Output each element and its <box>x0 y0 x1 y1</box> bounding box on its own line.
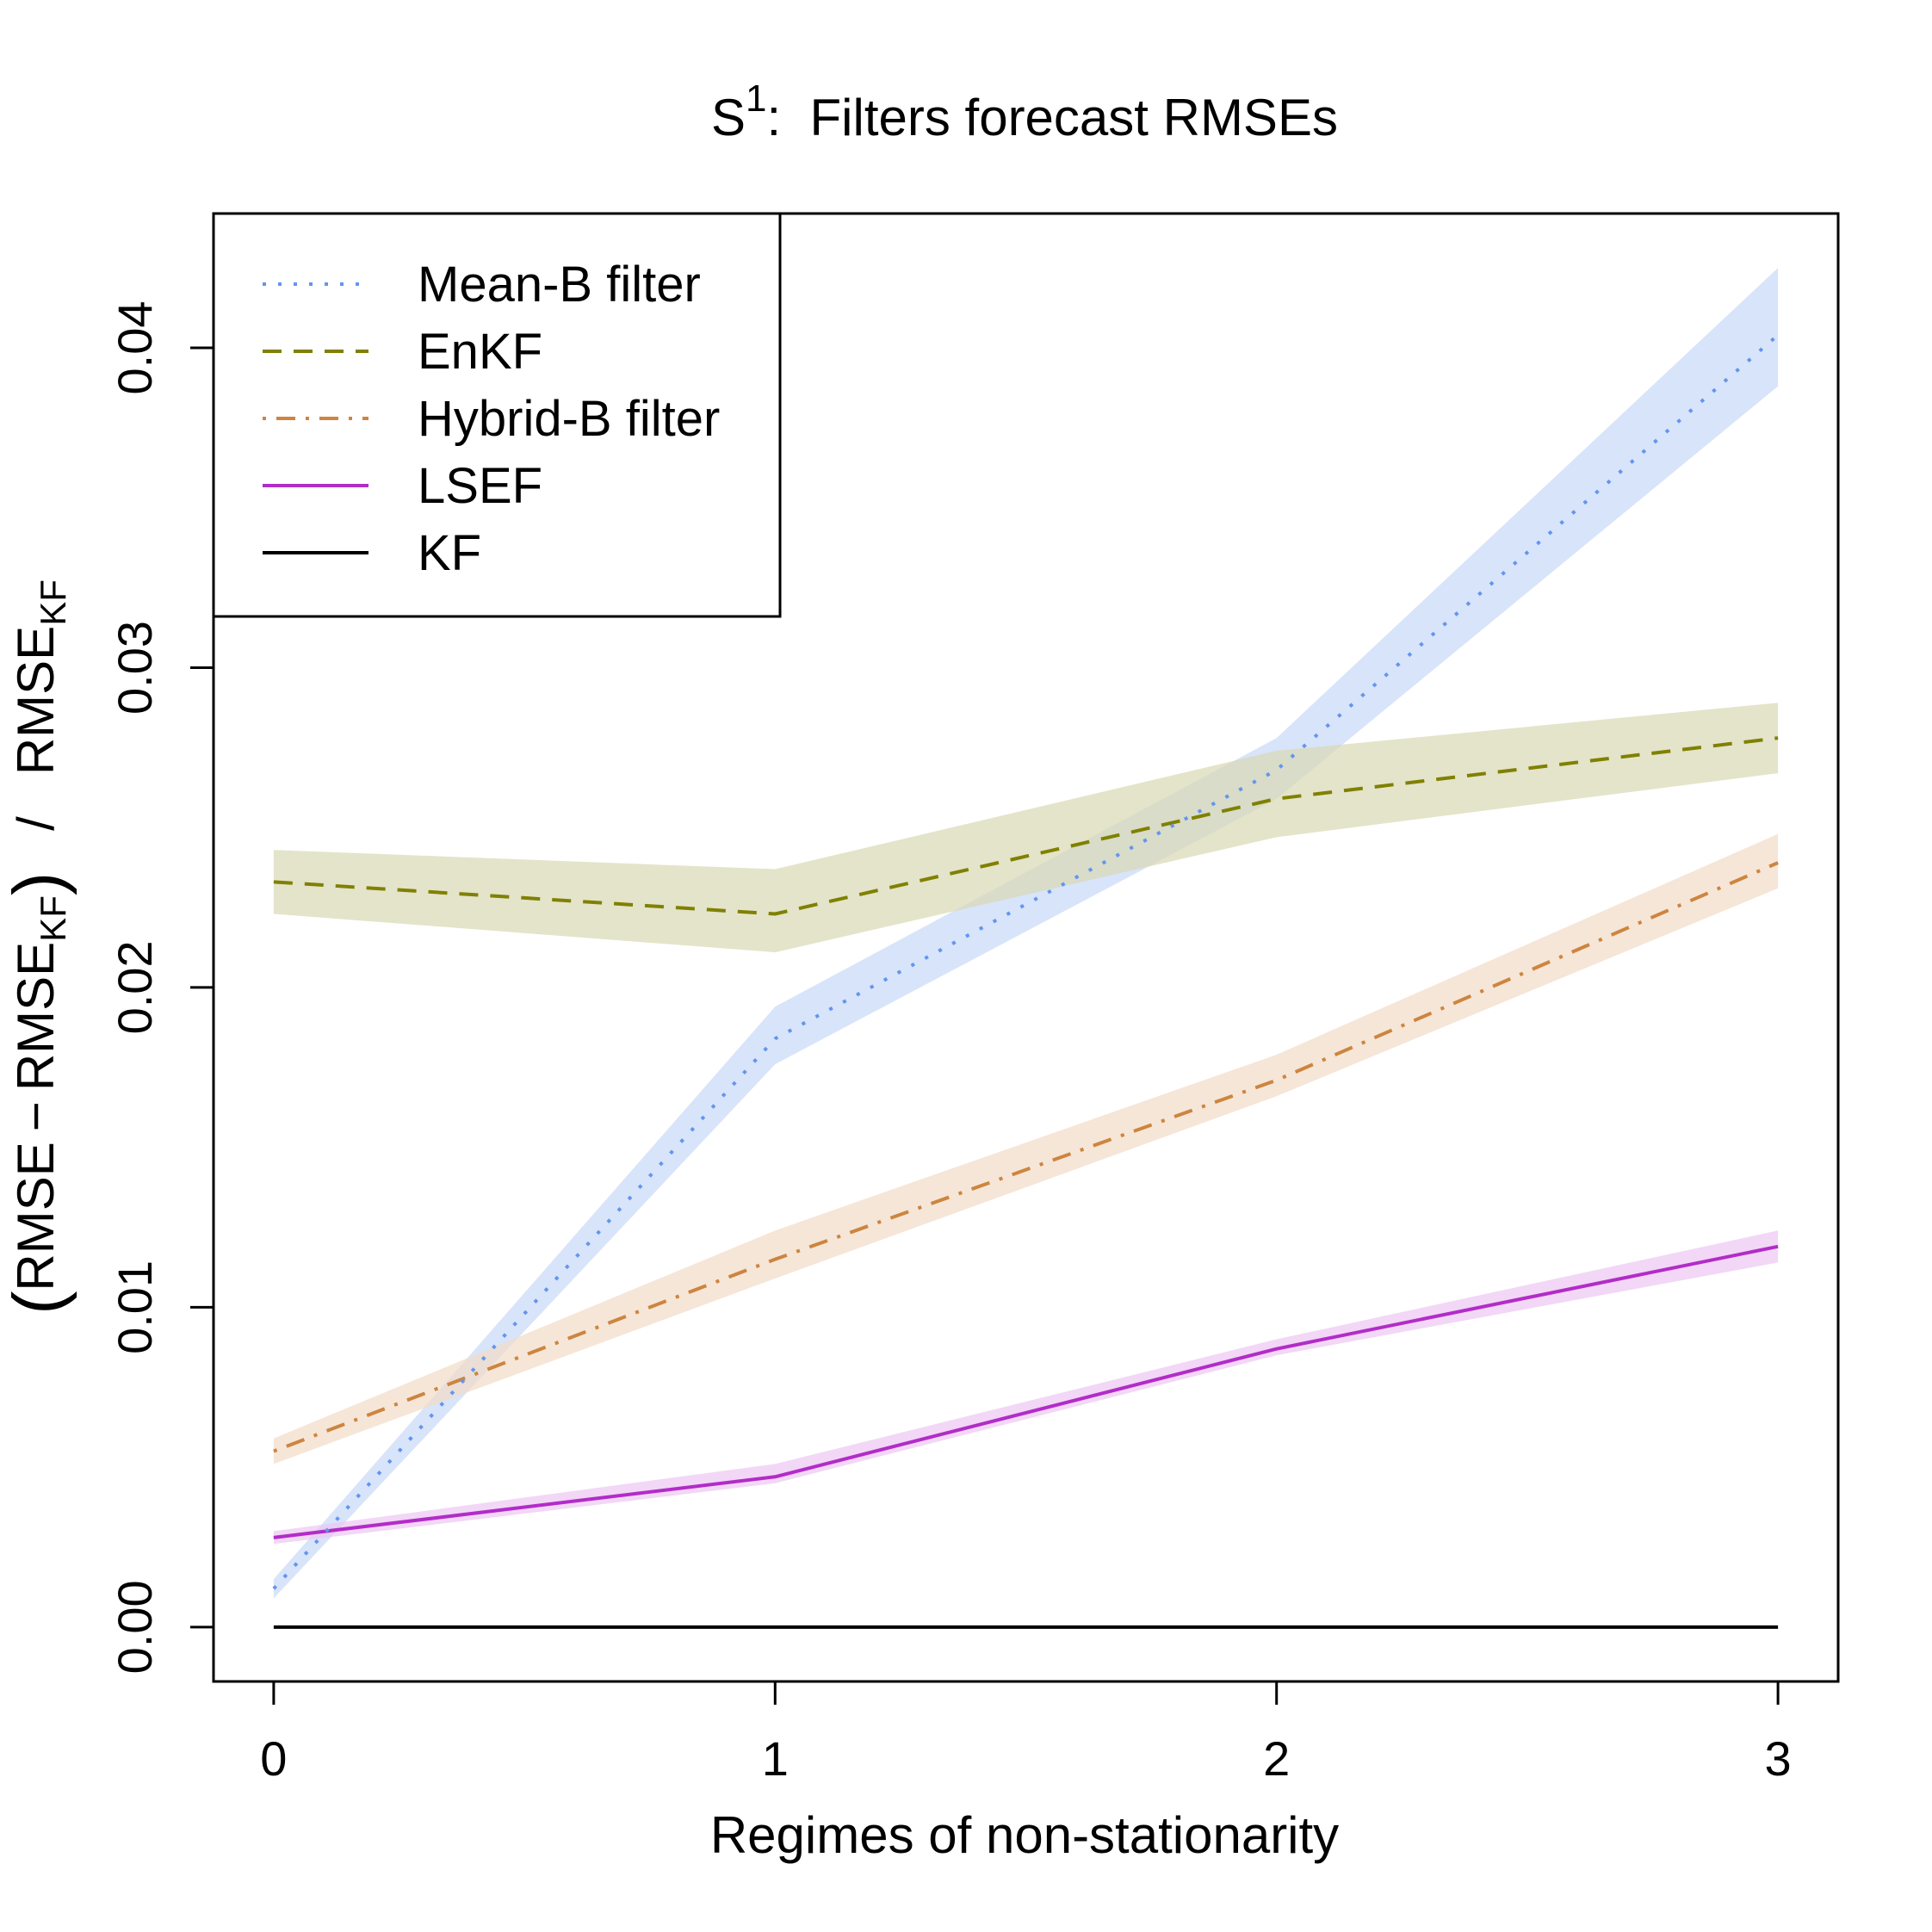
y-tick-label: 0.03 <box>108 621 162 715</box>
legend-item-enkf: EnKF <box>263 324 542 380</box>
legend-item-hybrid-b-filter: Hybrid-B filter <box>263 391 720 447</box>
legend-item-mean-b-filter: Mean-B filter <box>263 257 701 313</box>
title-suffix: : Filters forecast RMSEs <box>767 89 1338 146</box>
svg-text:(RMSE − RMSEKF)/RMSEKF: (RMSE − RMSEKF)/RMSEKF <box>0 579 77 1315</box>
legend-label: Mean-B filter <box>418 257 701 313</box>
series-lines <box>272 333 1780 1629</box>
x-tick-label: 3 <box>1765 1731 1792 1786</box>
chart-title: S1: Filters forecast RMSEs <box>711 77 1338 146</box>
y-tick-label: 0.00 <box>108 1580 162 1674</box>
legend-item-kf: KF <box>263 525 481 581</box>
y-label-divider: / <box>7 816 65 831</box>
line-enkf <box>273 736 1779 916</box>
x-tick-label: 1 <box>762 1731 789 1786</box>
title-base: S <box>711 89 746 146</box>
line-mean-b-filter <box>272 333 1780 1590</box>
y-tick-label: 0.01 <box>108 1260 162 1354</box>
band-lsef <box>273 1230 1779 1545</box>
x-axis: 0 1 2 3 <box>260 1680 1792 1786</box>
y-tick-label: 0.02 <box>108 940 162 1034</box>
y-label-part2: RMSE <box>7 626 65 775</box>
legend-label: LSEF <box>418 458 542 514</box>
title-superscript: 1 <box>746 77 766 120</box>
x-tick-label: 2 <box>1263 1731 1290 1786</box>
y-label-sub2: KF <box>33 579 73 626</box>
y-label-open-paren: ( <box>0 1291 77 1315</box>
line-hybrid-b-filter <box>273 861 1779 1453</box>
band-enkf <box>273 703 1779 953</box>
y-axis: 0.00 0.01 0.02 0.03 0.04 <box>108 301 215 1674</box>
legend: Mean-B filter EnKF Hybrid-B filter LSEF KF <box>212 212 782 618</box>
legend-box <box>212 212 782 618</box>
legend-label: EnKF <box>418 324 542 380</box>
x-axis-label: Regimes of non-stationarity <box>710 1806 1339 1864</box>
y-tick-label: 0.04 <box>108 301 162 395</box>
legend-label: Hybrid-B filter <box>418 391 720 447</box>
y-axis-label: (RMSE − RMSEKF)/RMSEKF <box>0 579 77 1315</box>
x-tick-label: 0 <box>260 1731 287 1786</box>
y-label-close-paren: ) <box>0 872 77 895</box>
legend-label: KF <box>418 525 481 581</box>
line-lsef <box>273 1244 1779 1539</box>
legend-item-lsef: LSEF <box>263 458 542 514</box>
y-label-part1: RMSE − RMSE <box>7 942 65 1291</box>
y-label-sub1: KF <box>33 895 73 942</box>
